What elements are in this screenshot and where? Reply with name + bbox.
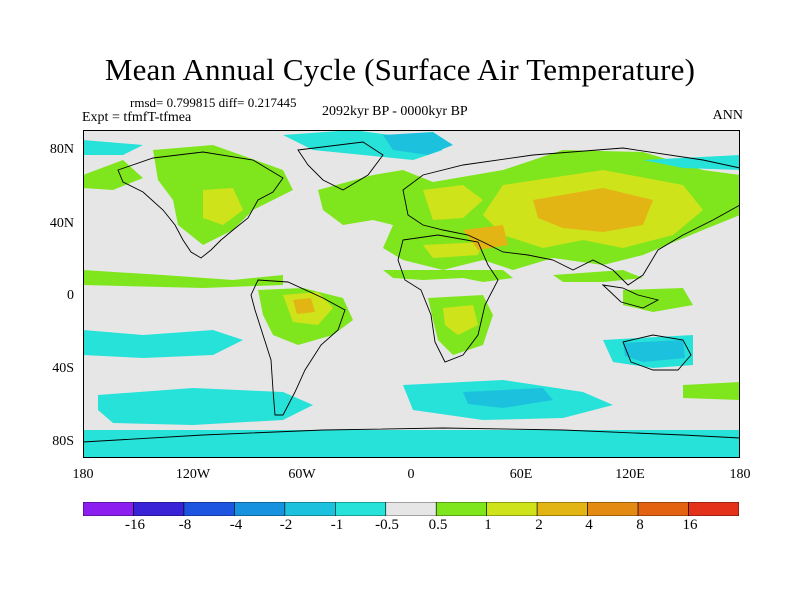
colorbar-label: 4 — [585, 517, 593, 533]
colorbar-swatch — [83, 502, 134, 516]
season-label: ANN — [712, 108, 743, 123]
stats-text: rmsd= 0.799815 diff= 0.217445 — [130, 95, 297, 110]
lat-label-40n: 40N — [49, 216, 74, 231]
lon-label-180w: 180 — [72, 467, 94, 482]
colorbar-label: 1 — [484, 517, 492, 533]
colorbar-swatch — [536, 502, 588, 516]
africa-coast — [397, 234, 499, 363]
lon-label-60w: 60W — [288, 467, 316, 482]
colorbar-swatch — [637, 502, 689, 516]
coastlines — [83, 141, 740, 443]
colorbar-swatch — [688, 502, 739, 516]
experiment-label: Expt = tfmfT-tfmea — [82, 110, 192, 125]
period-label: 2092kyr BP - 0000kyr BP — [322, 104, 468, 119]
map-frame — [83, 130, 740, 458]
lat-label-40s: 40S — [52, 361, 74, 376]
colorbar-label: 2 — [535, 517, 543, 533]
colorbar-label: 8 — [636, 517, 644, 533]
eurasia-coast — [402, 147, 740, 286]
cooling-cyan-regions — [83, 130, 740, 458]
colorbar-label: 0.5 — [428, 517, 448, 533]
lat-label-80n: 80N — [49, 142, 74, 157]
colorbar-swatch — [234, 502, 286, 516]
antarctica-coast — [83, 427, 740, 443]
greenland-coast — [297, 141, 384, 191]
lon-label-60e: 60E — [509, 467, 533, 482]
colorbar-swatch — [587, 502, 639, 516]
south-america-coast — [250, 279, 346, 416]
colorbar-label: -1 — [330, 517, 344, 533]
lon-label-0: 0 — [407, 467, 415, 482]
north-america-coast — [117, 151, 284, 259]
colorbar-label: -0.5 — [375, 517, 399, 533]
colorbar — [83, 502, 739, 516]
lat-label-80s: 80S — [52, 434, 74, 449]
warming-orange-regions — [293, 188, 653, 314]
chart-title: Mean Annual Cycle (Surface Air Temperatu… — [104, 52, 696, 87]
colorbar-label: -2 — [279, 517, 293, 533]
lon-label-120w: 120W — [175, 467, 211, 482]
colorbar-label: -8 — [178, 517, 192, 533]
australia-coast — [622, 334, 692, 371]
colorbar-swatch — [133, 502, 185, 516]
colorbar-swatch — [284, 502, 336, 516]
maritime-continent-coast — [601, 284, 660, 309]
lon-label-120e: 120E — [615, 467, 645, 482]
colorbar-swatch — [435, 502, 487, 516]
colorbar-label: -4 — [229, 517, 243, 533]
colorbar-swatch — [335, 502, 387, 516]
colorbar-label: -16 — [125, 517, 145, 533]
temperature-map — [83, 130, 740, 458]
colorbar-swatch — [183, 502, 235, 516]
cooling-blue-regions — [383, 132, 685, 408]
colorbar-swatch — [486, 502, 538, 516]
lon-label-180e: 180 — [729, 467, 751, 482]
colorbar-label: 16 — [682, 517, 698, 533]
lat-label-0: 0 — [67, 288, 74, 303]
colorbar-swatch — [385, 502, 437, 516]
